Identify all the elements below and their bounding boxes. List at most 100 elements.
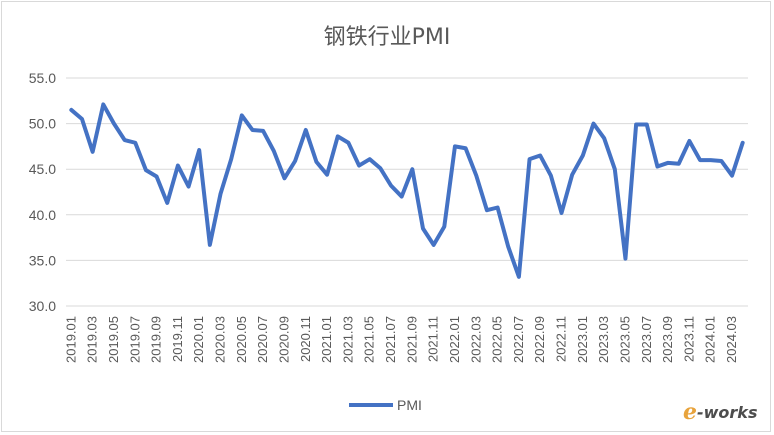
data-point [176,164,180,168]
x-tick-label: 2020.07 [255,316,270,363]
x-tick-label: 2021.03 [340,316,355,363]
x-tick-label: 2019.01 [63,316,78,363]
y-tick-label: 55.0 [29,70,56,86]
y-tick-label: 30.0 [29,298,56,314]
x-tick-label: 2022.09 [532,316,547,363]
data-point [336,134,340,138]
data-point [400,195,404,199]
y-tick-label: 35.0 [29,252,56,268]
data-point [496,206,500,210]
chart-title: 钢铁行业PMI [324,25,451,50]
data-point [581,154,585,158]
data-point [591,122,595,126]
data-point [304,128,308,132]
data-point [464,146,468,150]
data-point [250,128,254,132]
data-point [570,173,574,177]
data-point [133,141,137,145]
x-tick-label: 2021.11 [426,316,441,362]
x-tick-label: 2023.09 [660,316,675,363]
x-tick-label: 2024.01 [703,316,718,363]
legend: PMI [349,397,422,413]
data-point [655,164,659,168]
data-point [560,211,564,215]
x-tick-label: 2020.11 [298,316,313,362]
data-point [282,176,286,180]
data-point [325,173,329,177]
data-point [165,201,169,205]
data-point [144,168,148,172]
x-tick-label: 2023.01 [575,316,590,363]
data-point [602,136,606,140]
data-point [623,257,627,261]
data-point [432,243,436,247]
data-point [698,158,702,162]
data-point [410,167,414,171]
data-point [112,122,116,126]
data-point [197,148,201,152]
data-point [719,159,723,163]
x-tick-label: 2019.05 [106,316,121,363]
data-point [677,162,681,166]
data-point [538,154,542,158]
y-tick-label: 50.0 [29,116,56,132]
data-point [741,141,745,145]
data-point [613,167,617,171]
eworks-logo-text: -works [697,403,757,422]
data-point [69,108,73,112]
data-point [346,141,350,145]
data-point [272,149,276,153]
data-point [506,245,510,249]
data-point [240,113,244,117]
data-point [187,185,191,189]
data-point [730,174,734,178]
eworks-logo: e -works [683,399,757,425]
data-point [261,129,265,133]
data-point [208,243,212,247]
x-tick-label: 2020.01 [191,316,206,363]
x-tick-label: 2022.05 [490,316,505,363]
x-tick-label: 2022.07 [511,316,526,363]
x-tick-label: 2020.03 [213,316,228,363]
data-point [229,157,233,161]
data-point [666,161,670,165]
data-point [368,157,372,161]
data-point [709,158,713,162]
x-tick-label: 2023.07 [639,316,654,363]
x-tick-label: 2022.01 [447,316,462,363]
x-tick-label: 2022.11 [554,316,569,362]
x-tick-label: 2021.05 [362,316,377,363]
data-point [453,144,457,148]
data-point [389,184,393,188]
data-point [314,160,318,164]
x-tick-label: 2022.03 [468,316,483,363]
x-tick-label: 2023.05 [617,316,632,363]
data-point [101,102,105,106]
series-line-pmi [69,102,745,279]
data-point [528,157,532,161]
data-point [474,174,478,178]
data-point [645,123,649,127]
x-tick-label: 2019.11 [170,316,185,362]
data-point [155,174,159,178]
data-point [378,166,382,170]
legend-label-pmi: PMI [397,397,422,413]
x-tick-label: 2023.03 [596,316,611,363]
data-point [549,174,553,178]
x-tick-label: 2024.03 [724,316,739,363]
x-tick-label: 2023.11 [681,316,696,362]
data-point [293,159,297,163]
x-tick-label: 2021.01 [319,316,334,363]
data-point [634,123,638,127]
data-point [91,150,95,154]
data-point [687,139,691,143]
x-tick-label: 2021.09 [404,316,419,363]
x-axis-ticks: 2019.01 2019.03 2019.05 2019.07 2019.09 2019.… [63,316,739,363]
data-point [80,117,84,121]
data-point [219,192,223,196]
data-point [357,164,361,168]
y-tick-label: 45.0 [29,161,56,177]
data-point [517,275,521,279]
